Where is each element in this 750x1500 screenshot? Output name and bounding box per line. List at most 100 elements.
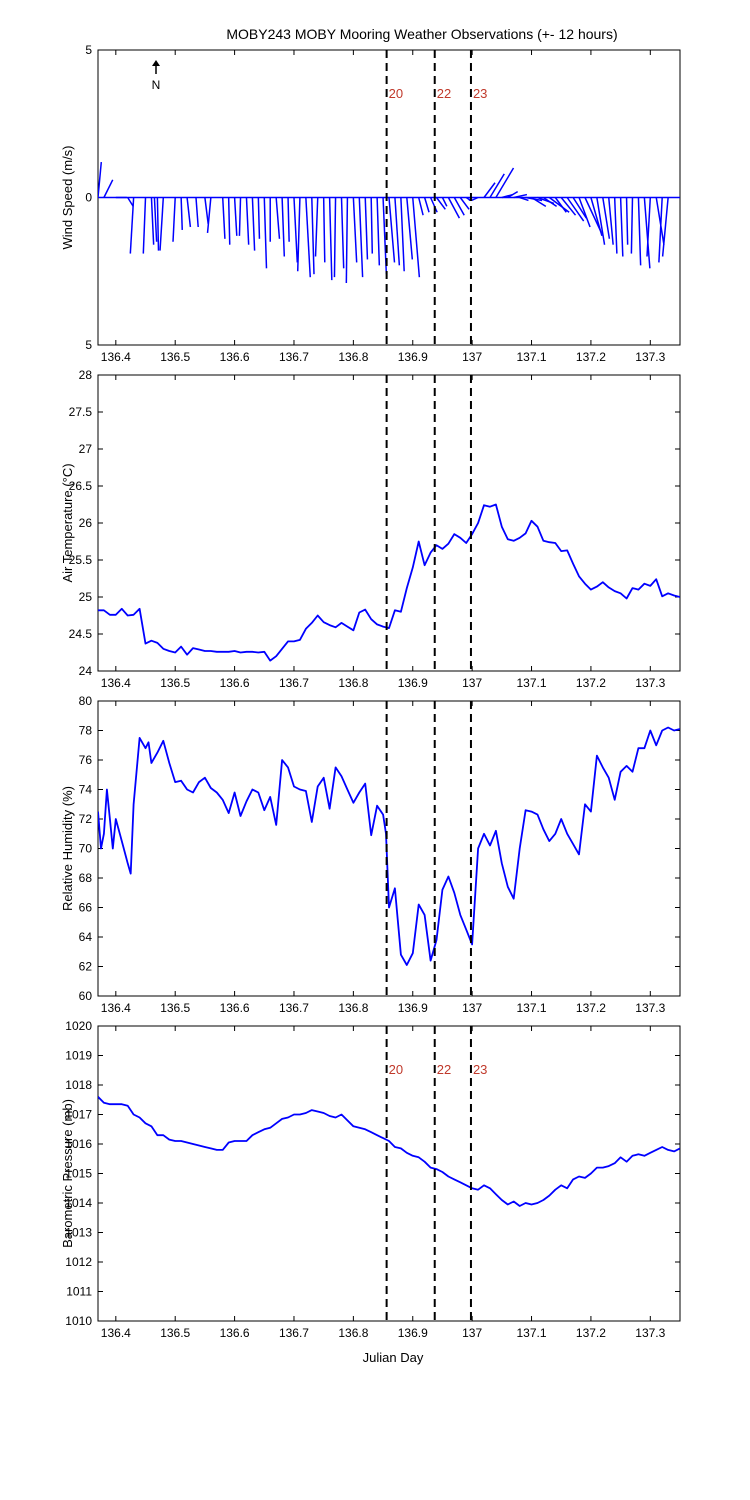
y-tick-label: 60: [79, 989, 93, 1003]
x-tick-label: 137: [462, 1326, 482, 1340]
wind-vector: [238, 197, 242, 236]
wind-vector: [566, 197, 585, 222]
wind-vector: [98, 162, 103, 198]
x-tick-label: 136.6: [220, 676, 250, 690]
wind-vector: [441, 197, 448, 207]
wind-vector: [127, 197, 134, 207]
y-tick-label: 70: [79, 842, 93, 856]
y-tick-label: 1013: [65, 1226, 92, 1240]
wind-vector: [322, 197, 326, 263]
x-tick-label: 137.3: [635, 676, 665, 690]
x-tick-label: 136.4: [101, 1326, 131, 1340]
y-tick-label: 26: [79, 516, 93, 530]
x-tick-label: 137.2: [576, 676, 606, 690]
wind-vector: [578, 197, 591, 228]
y-tick-label: 1017: [65, 1108, 92, 1122]
wind-vector: [435, 197, 446, 210]
wind-vector: [281, 197, 286, 257]
wind-vector: [159, 197, 165, 251]
x-tick-label: 137.3: [635, 1326, 665, 1340]
wind-vector: [646, 197, 652, 257]
wind-vector: [400, 197, 405, 272]
y-tick-label: 24: [79, 664, 93, 678]
x-tick-label: 136.6: [220, 1001, 250, 1015]
y-axis-label: Air Temperature (°C): [60, 463, 75, 582]
event-label: 23: [473, 86, 487, 101]
event-label: 20: [389, 1062, 403, 1077]
event-label: 22: [437, 1062, 451, 1077]
x-tick-label: 136.4: [101, 676, 131, 690]
wind-vector: [180, 197, 183, 230]
x-tick-label: 136.6: [220, 1326, 250, 1340]
wind-vector: [655, 197, 665, 245]
wind-vector: [142, 197, 147, 254]
wind-vector: [513, 193, 528, 199]
wind-vector: [195, 197, 199, 228]
y-tick-label: 27: [79, 442, 93, 456]
x-tick-label: 137.1: [517, 676, 547, 690]
plot-area: [98, 162, 680, 284]
x-tick-label: 137.1: [517, 1326, 547, 1340]
wind-vector: [596, 197, 606, 245]
wind-vector: [507, 190, 519, 199]
y-tick-label: 1012: [65, 1255, 92, 1269]
y-tick-label: 80: [79, 694, 93, 708]
y-axis-label: Barometric Pressure (mb): [60, 1099, 75, 1248]
series-line-air_temp: [98, 503, 680, 662]
y-tick-label: 1010: [65, 1314, 92, 1328]
x-tick-label: 136.8: [338, 1001, 368, 1015]
y-tick-label: 5: [85, 338, 92, 352]
x-tick-label: 137.1: [517, 1001, 547, 1015]
x-tick-label: 137.3: [635, 350, 665, 364]
wind-vector: [376, 197, 381, 266]
wind-vector: [311, 197, 315, 275]
y-tick-label: 24.5: [69, 627, 93, 641]
wind-vector: [275, 197, 281, 239]
x-tick-label: 136.8: [338, 1326, 368, 1340]
wind-vector: [314, 197, 319, 257]
wind-vector: [103, 179, 114, 198]
x-tick-label: 136.5: [160, 676, 190, 690]
x-tick-label: 137: [462, 676, 482, 690]
wind-vector: [453, 197, 465, 216]
x-tick-label: 136.5: [160, 350, 190, 364]
x-tick-label: 137: [462, 350, 482, 364]
y-tick-label: 78: [79, 724, 93, 738]
wind-vector: [186, 197, 192, 228]
y-tick-label: 26.5: [69, 479, 93, 493]
chart-panel-wind: 136.4 136.5 136.6 136.7 136.8 136.9 137 137.1 13…: [60, 43, 681, 364]
wind-vector: [293, 197, 299, 263]
y-tick-label: 1018: [65, 1078, 92, 1092]
figure-title: MOBY243 MOBY Mooring Weather Observation…: [226, 26, 617, 42]
wind-vector: [352, 197, 358, 263]
x-tick-label: 136.9: [398, 676, 428, 690]
wind-vector: [251, 197, 256, 251]
event-label: 20: [389, 86, 403, 101]
chart-panel-air_temp: 136.4 136.5 136.6 136.7 136.8 136.9 137 137.1 13…: [60, 368, 681, 690]
wind-vector: [643, 197, 651, 269]
wind-vector: [542, 196, 558, 207]
y-tick-label: 25.5: [69, 553, 93, 567]
x-tick-label: 137.3: [635, 1001, 665, 1015]
wind-vector: [156, 197, 160, 251]
wind-vector: [531, 196, 547, 207]
wind-vector: [602, 197, 611, 239]
wind-vector: [661, 197, 669, 257]
wind-vector: [412, 197, 421, 278]
wind-vector: [245, 197, 250, 245]
x-tick-label: 137.2: [576, 1326, 606, 1340]
wind-vector: [548, 196, 570, 213]
x-tick-label: 136.5: [160, 1326, 190, 1340]
plot-area: [98, 726, 680, 966]
x-tick-label: 136.9: [398, 1001, 428, 1015]
y-tick-label: 76: [79, 753, 93, 767]
y-tick-label: 25: [79, 590, 93, 604]
wind-vector: [572, 197, 587, 219]
wind-vector: [590, 197, 603, 237]
wind-vector: [296, 197, 301, 272]
y-tick-label: 1015: [65, 1167, 92, 1181]
y-tick-label: 68: [79, 871, 93, 885]
x-tick-label: 136.7: [279, 676, 309, 690]
wind-vector: [394, 197, 401, 266]
wind-vector: [227, 197, 231, 245]
